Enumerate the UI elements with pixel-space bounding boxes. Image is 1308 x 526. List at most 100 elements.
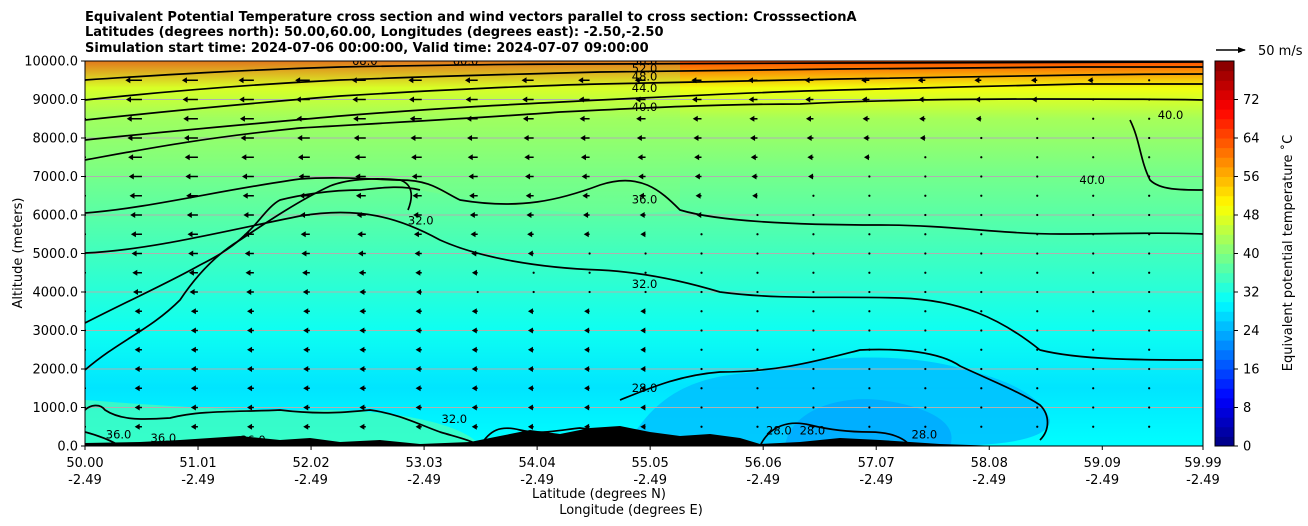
x-tick-label-latitude: 50.00	[66, 456, 103, 471]
colorbar-band	[1215, 61, 1234, 72]
colorbar-band	[1215, 397, 1234, 408]
wind-vector-head	[69, 77, 74, 83]
wind-vector-head	[804, 77, 810, 84]
wind-vector-head	[245, 269, 251, 276]
wind-vector-head	[1031, 77, 1037, 84]
wind-vector-head	[415, 327, 421, 334]
wind-vector	[924, 156, 927, 159]
warm-surface-band	[85, 400, 480, 446]
wind-vector-head	[128, 173, 134, 180]
wind-vector	[1148, 136, 1151, 140]
wind-vector	[1148, 117, 1151, 120]
wind-vector-head	[353, 135, 359, 141]
wind-vector-head	[301, 250, 307, 257]
wind-vector-head	[525, 173, 531, 180]
wind-vector-head	[415, 346, 421, 353]
plot-area: 32.0 36.0 32.0 28.0 40.0 44.048.052.056.0 40.0…	[69, 54, 1203, 446]
colorbar-band	[1215, 378, 1234, 389]
wind-vector-head	[359, 327, 365, 334]
colorbar-band	[1215, 369, 1234, 380]
contour-label: 44.0	[632, 81, 658, 95]
wind-vector-head	[303, 366, 309, 372]
wind-vector	[980, 348, 983, 351]
colorbar-tick-label: 40	[1243, 247, 1260, 262]
wind-vector-head	[353, 115, 359, 122]
wind-vector	[980, 310, 983, 313]
wind-vector	[868, 213, 871, 217]
wind-vector-head	[299, 192, 305, 199]
wind-vector-head	[133, 289, 139, 295]
wind-vector-head	[132, 269, 138, 276]
x-tick-label-longitude: -2.49	[1085, 473, 1119, 488]
colorbar-band	[1215, 147, 1234, 158]
wind-vector-head	[243, 212, 249, 218]
wind-vector	[644, 290, 647, 294]
wind-vector	[1092, 252, 1095, 255]
colorbar-band	[1215, 205, 1234, 216]
colorbar-band	[1215, 234, 1234, 245]
wind-vector-head	[640, 231, 646, 238]
contour-label: 40.0	[632, 100, 658, 114]
wind-vector	[1036, 194, 1039, 197]
wind-vector	[756, 271, 759, 274]
x-tick-label-latitude: 59.99	[1184, 456, 1221, 471]
colorbar-tick-label: 8	[1243, 401, 1251, 416]
wind-vector	[924, 175, 927, 178]
wind-vector-head	[190, 385, 196, 392]
wind-vector-head	[190, 366, 196, 372]
wind-vector-head	[302, 289, 308, 295]
contour-label: 56.0	[632, 54, 658, 68]
wind-vector-head	[410, 135, 416, 141]
wind-vector-head	[298, 173, 304, 180]
wind-vector-head	[79, 385, 84, 391]
wind-vector	[700, 233, 703, 236]
wind-vector-head	[242, 192, 248, 199]
wind-vector-head	[806, 135, 812, 141]
wind-vector	[980, 406, 983, 409]
colorbar-band	[1215, 89, 1234, 100]
wind-vector-head	[247, 385, 253, 392]
wind-vector-head	[415, 269, 421, 276]
wind-vector-head	[411, 154, 417, 161]
wind-vector	[980, 175, 983, 178]
wind-vector	[588, 271, 591, 274]
wind-vector	[980, 329, 983, 332]
wind-vector-head	[467, 135, 473, 141]
wind-vector-head	[182, 96, 188, 103]
wind-vector-head	[357, 231, 363, 238]
wind-vector	[1036, 117, 1039, 120]
x-tick-label-latitude: 56.06	[745, 456, 782, 471]
wind-vector-head	[975, 115, 981, 122]
colorbar-band	[1215, 330, 1234, 341]
wind-vector-head	[188, 269, 194, 276]
wind-vector	[1148, 98, 1151, 101]
wind-vector	[756, 213, 759, 217]
wind-vector	[1036, 290, 1039, 294]
wind-vector	[980, 271, 983, 274]
wind-vector	[1148, 175, 1151, 178]
contour-label: 40.0	[1079, 173, 1105, 187]
contour-line-9	[85, 61, 1203, 81]
wind-vector	[1036, 271, 1039, 274]
wind-vector-head	[303, 308, 309, 315]
wind-vector-head	[79, 347, 84, 353]
wind-vector-head	[471, 269, 477, 276]
wind-vector	[1148, 329, 1151, 332]
wind-vector-head	[584, 327, 590, 334]
wind-vector	[980, 194, 983, 197]
colorbar-band	[1215, 388, 1234, 399]
wind-vector-head	[355, 192, 361, 199]
wind-vector	[756, 406, 759, 409]
wind-vector-head	[747, 77, 753, 84]
wind-vector	[1092, 348, 1095, 351]
wind-vector-head	[413, 212, 419, 218]
wind-vector-head	[134, 308, 140, 315]
wind-vector-head	[73, 193, 78, 199]
wind-vector	[700, 367, 703, 371]
wind-vector-head	[359, 308, 365, 315]
wind-vector-head	[190, 346, 196, 353]
wind-vector	[980, 387, 983, 390]
wind-vector-head	[750, 135, 756, 141]
wind-vector-head	[583, 212, 589, 218]
wind-vector-head	[692, 115, 698, 122]
